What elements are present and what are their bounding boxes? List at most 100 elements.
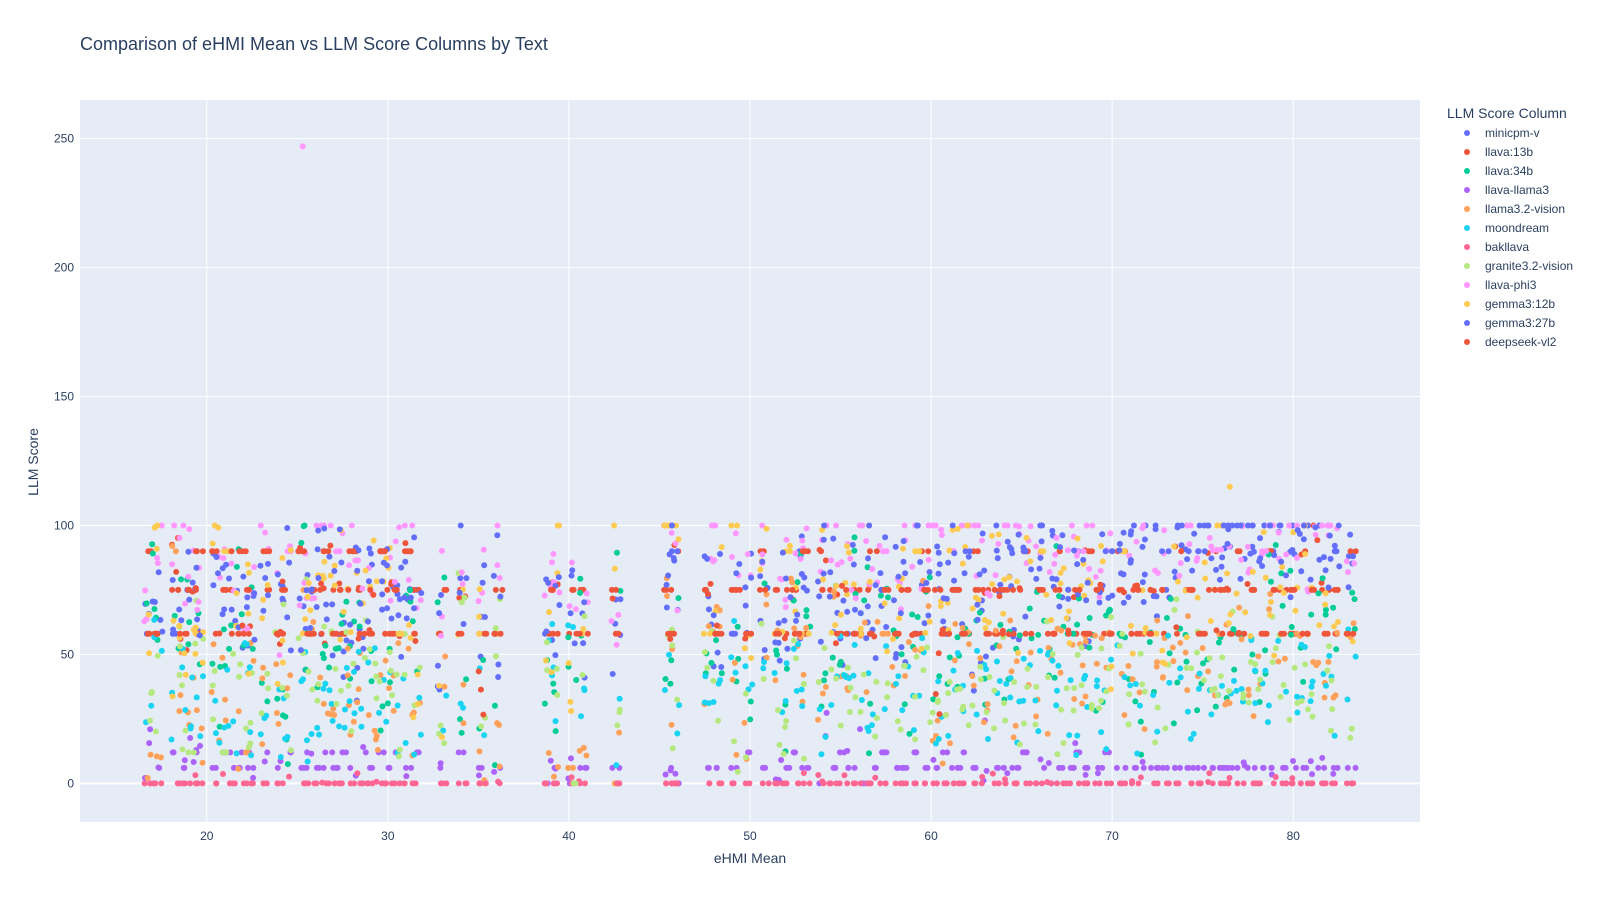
data-point (435, 663, 441, 669)
data-point (1214, 547, 1220, 553)
data-point (402, 672, 408, 678)
data-point (260, 608, 266, 614)
data-point (212, 668, 218, 674)
data-point (995, 541, 1001, 547)
data-point (1065, 628, 1071, 634)
data-point (478, 687, 484, 693)
data-point (885, 631, 891, 637)
data-point (244, 587, 250, 593)
data-point (1071, 547, 1077, 553)
data-point (569, 587, 575, 593)
data-point (1138, 651, 1144, 657)
data-point (366, 545, 372, 551)
data-point (995, 765, 1001, 771)
data-point (337, 637, 343, 643)
data-point (1226, 775, 1232, 781)
data-point (1288, 632, 1294, 638)
data-point (867, 631, 873, 637)
data-point (851, 534, 857, 540)
data-point (286, 774, 292, 780)
data-point (1108, 780, 1114, 786)
data-point (244, 594, 250, 600)
data-point (556, 574, 562, 580)
data-point (282, 587, 288, 593)
data-point (1245, 765, 1251, 771)
data-point (1021, 656, 1027, 662)
data-point (146, 740, 152, 746)
data-point (306, 669, 312, 675)
data-point (772, 780, 778, 786)
data-point (837, 749, 843, 755)
data-point (385, 700, 391, 706)
data-point (1257, 555, 1263, 561)
data-point (608, 618, 614, 624)
data-point (820, 587, 826, 593)
data-point (1249, 587, 1255, 593)
data-point (388, 668, 394, 674)
data-point (246, 570, 252, 576)
data-point (200, 673, 206, 679)
data-point (1351, 560, 1357, 566)
data-point (284, 614, 290, 620)
data-point (418, 732, 424, 738)
data-point (411, 534, 417, 540)
data-point (1224, 570, 1230, 576)
data-point (1257, 535, 1263, 541)
data-point (1208, 555, 1214, 561)
data-point (221, 626, 227, 632)
data-point (585, 631, 591, 637)
data-point (443, 780, 449, 786)
data-point (158, 780, 164, 786)
data-point (989, 581, 995, 587)
data-point (728, 654, 734, 660)
data-point (1287, 717, 1293, 723)
data-point (853, 595, 859, 601)
data-point (1118, 570, 1124, 576)
data-point (1179, 542, 1185, 548)
data-point (333, 548, 339, 554)
data-point (1315, 765, 1321, 771)
data-point (893, 681, 899, 687)
data-point (567, 603, 573, 609)
data-point (1255, 780, 1261, 786)
data-point (171, 522, 177, 528)
data-point (997, 622, 1003, 628)
legend-item-label: llama3.2-vision (1485, 202, 1565, 216)
data-point (1077, 587, 1083, 593)
data-point (1195, 765, 1201, 771)
data-point (481, 547, 487, 553)
data-point (177, 535, 183, 541)
data-point (1117, 643, 1123, 649)
data-point (759, 559, 765, 565)
data-point (321, 526, 327, 532)
data-point (1344, 631, 1350, 637)
x-axis-label: eHMI Mean (714, 850, 786, 866)
data-point (1074, 561, 1080, 567)
data-point (321, 701, 327, 707)
data-point (1003, 681, 1009, 687)
y-axis-label: LLM Score (25, 428, 41, 496)
y-tick-label: 250 (54, 132, 74, 146)
data-point (406, 577, 412, 583)
data-point (1242, 609, 1248, 615)
data-point (668, 657, 674, 663)
data-point (1027, 558, 1033, 564)
data-point (799, 687, 805, 693)
data-point (197, 743, 203, 749)
data-point (730, 631, 736, 637)
data-point (761, 659, 767, 665)
data-point (301, 765, 307, 771)
data-point (952, 587, 958, 593)
data-point (1283, 780, 1289, 786)
data-point (1105, 595, 1111, 601)
data-point (1082, 673, 1088, 679)
data-point (306, 580, 312, 586)
data-point (930, 780, 936, 786)
data-point (302, 522, 308, 528)
data-point (852, 607, 858, 613)
data-point (1219, 654, 1225, 660)
data-point (247, 664, 253, 670)
data-point (1251, 713, 1257, 719)
data-point (612, 566, 618, 572)
data-point (1350, 631, 1356, 637)
